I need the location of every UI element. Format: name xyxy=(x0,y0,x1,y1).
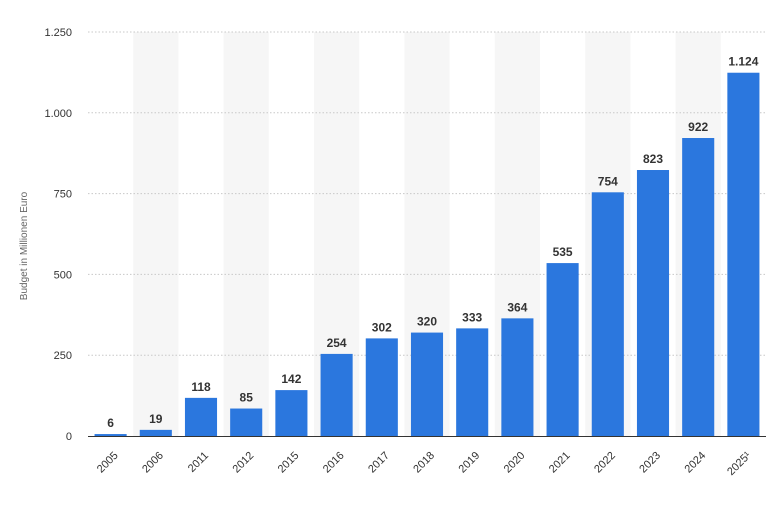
x-tick-label: 2005 xyxy=(95,450,121,476)
data-label: 535 xyxy=(553,245,573,259)
bar-2022[interactable] xyxy=(591,192,624,436)
x-tick-label: 2025¹ xyxy=(725,449,754,478)
y-axis-ticks: 0 250 500 750 1.000 1.250 xyxy=(44,27,72,443)
data-label: 1.124 xyxy=(728,55,758,69)
data-label: 302 xyxy=(372,320,392,334)
bar-2005[interactable] xyxy=(94,434,127,436)
data-label: 754 xyxy=(598,174,618,188)
x-tick-label: 2017 xyxy=(366,450,392,476)
x-tick-label: 2024 xyxy=(683,450,709,476)
y-tick-label: 250 xyxy=(54,350,72,362)
data-label: 364 xyxy=(507,300,527,314)
x-tick-label: 2018 xyxy=(411,450,437,476)
x-tick-label: 2006 xyxy=(140,450,166,476)
bar-2021[interactable] xyxy=(546,263,579,436)
y-tick-label: 500 xyxy=(54,269,72,281)
bar-2019[interactable] xyxy=(456,328,489,436)
data-label: 922 xyxy=(688,120,708,134)
x-tick-label: 2011 xyxy=(186,450,211,475)
x-tick-label: 2015 xyxy=(276,450,302,476)
column-band xyxy=(223,32,269,436)
bar-2020[interactable] xyxy=(501,318,534,436)
data-label: 254 xyxy=(327,336,347,350)
data-label: 333 xyxy=(462,310,482,324)
x-tick-label: 2020 xyxy=(502,450,528,476)
bar-2016[interactable] xyxy=(320,353,353,436)
bar-2023[interactable] xyxy=(636,170,670,436)
x-tick-label: 2021 xyxy=(547,450,573,476)
x-axis-ticks: 2005 2006 2011 2012 2015 2016 2017 2018 2019 2020… xyxy=(95,449,754,478)
data-label: 19 xyxy=(149,412,163,426)
data-labels: 6 19 118 85 142 254 302 320 333 364 535 754 823 922 1.… xyxy=(107,55,758,430)
x-tick-label: 2022 xyxy=(592,450,618,476)
data-label: 142 xyxy=(281,372,301,386)
x-tick-label: 2012 xyxy=(231,450,257,476)
y-axis-title: Budget in Millionen Euro xyxy=(19,191,30,300)
bar-2015[interactable] xyxy=(275,390,308,436)
data-label: 85 xyxy=(240,391,254,405)
data-label: 6 xyxy=(107,416,114,430)
x-tick-label: 2019 xyxy=(457,450,483,476)
bar-2011[interactable] xyxy=(184,397,218,436)
bar-2006[interactable] xyxy=(139,429,172,436)
y-tick-label: 750 xyxy=(54,189,72,201)
y-tick-label: 1.000 xyxy=(44,108,72,120)
data-label: 118 xyxy=(191,380,211,394)
x-tick-label: 2016 xyxy=(321,450,347,476)
column-band xyxy=(133,32,179,436)
bar-2012[interactable] xyxy=(230,408,263,436)
x-tick-label: 2023 xyxy=(637,450,663,476)
bar-2017[interactable] xyxy=(365,338,398,436)
bar-2024[interactable] xyxy=(682,138,715,437)
bars xyxy=(94,72,760,437)
data-label: 823 xyxy=(643,152,663,166)
bar-2018[interactable] xyxy=(410,332,444,436)
y-tick-label: 1.250 xyxy=(44,27,72,39)
y-tick-label: 0 xyxy=(66,431,72,443)
bar-2025[interactable] xyxy=(727,72,760,436)
data-label: 320 xyxy=(417,315,437,329)
